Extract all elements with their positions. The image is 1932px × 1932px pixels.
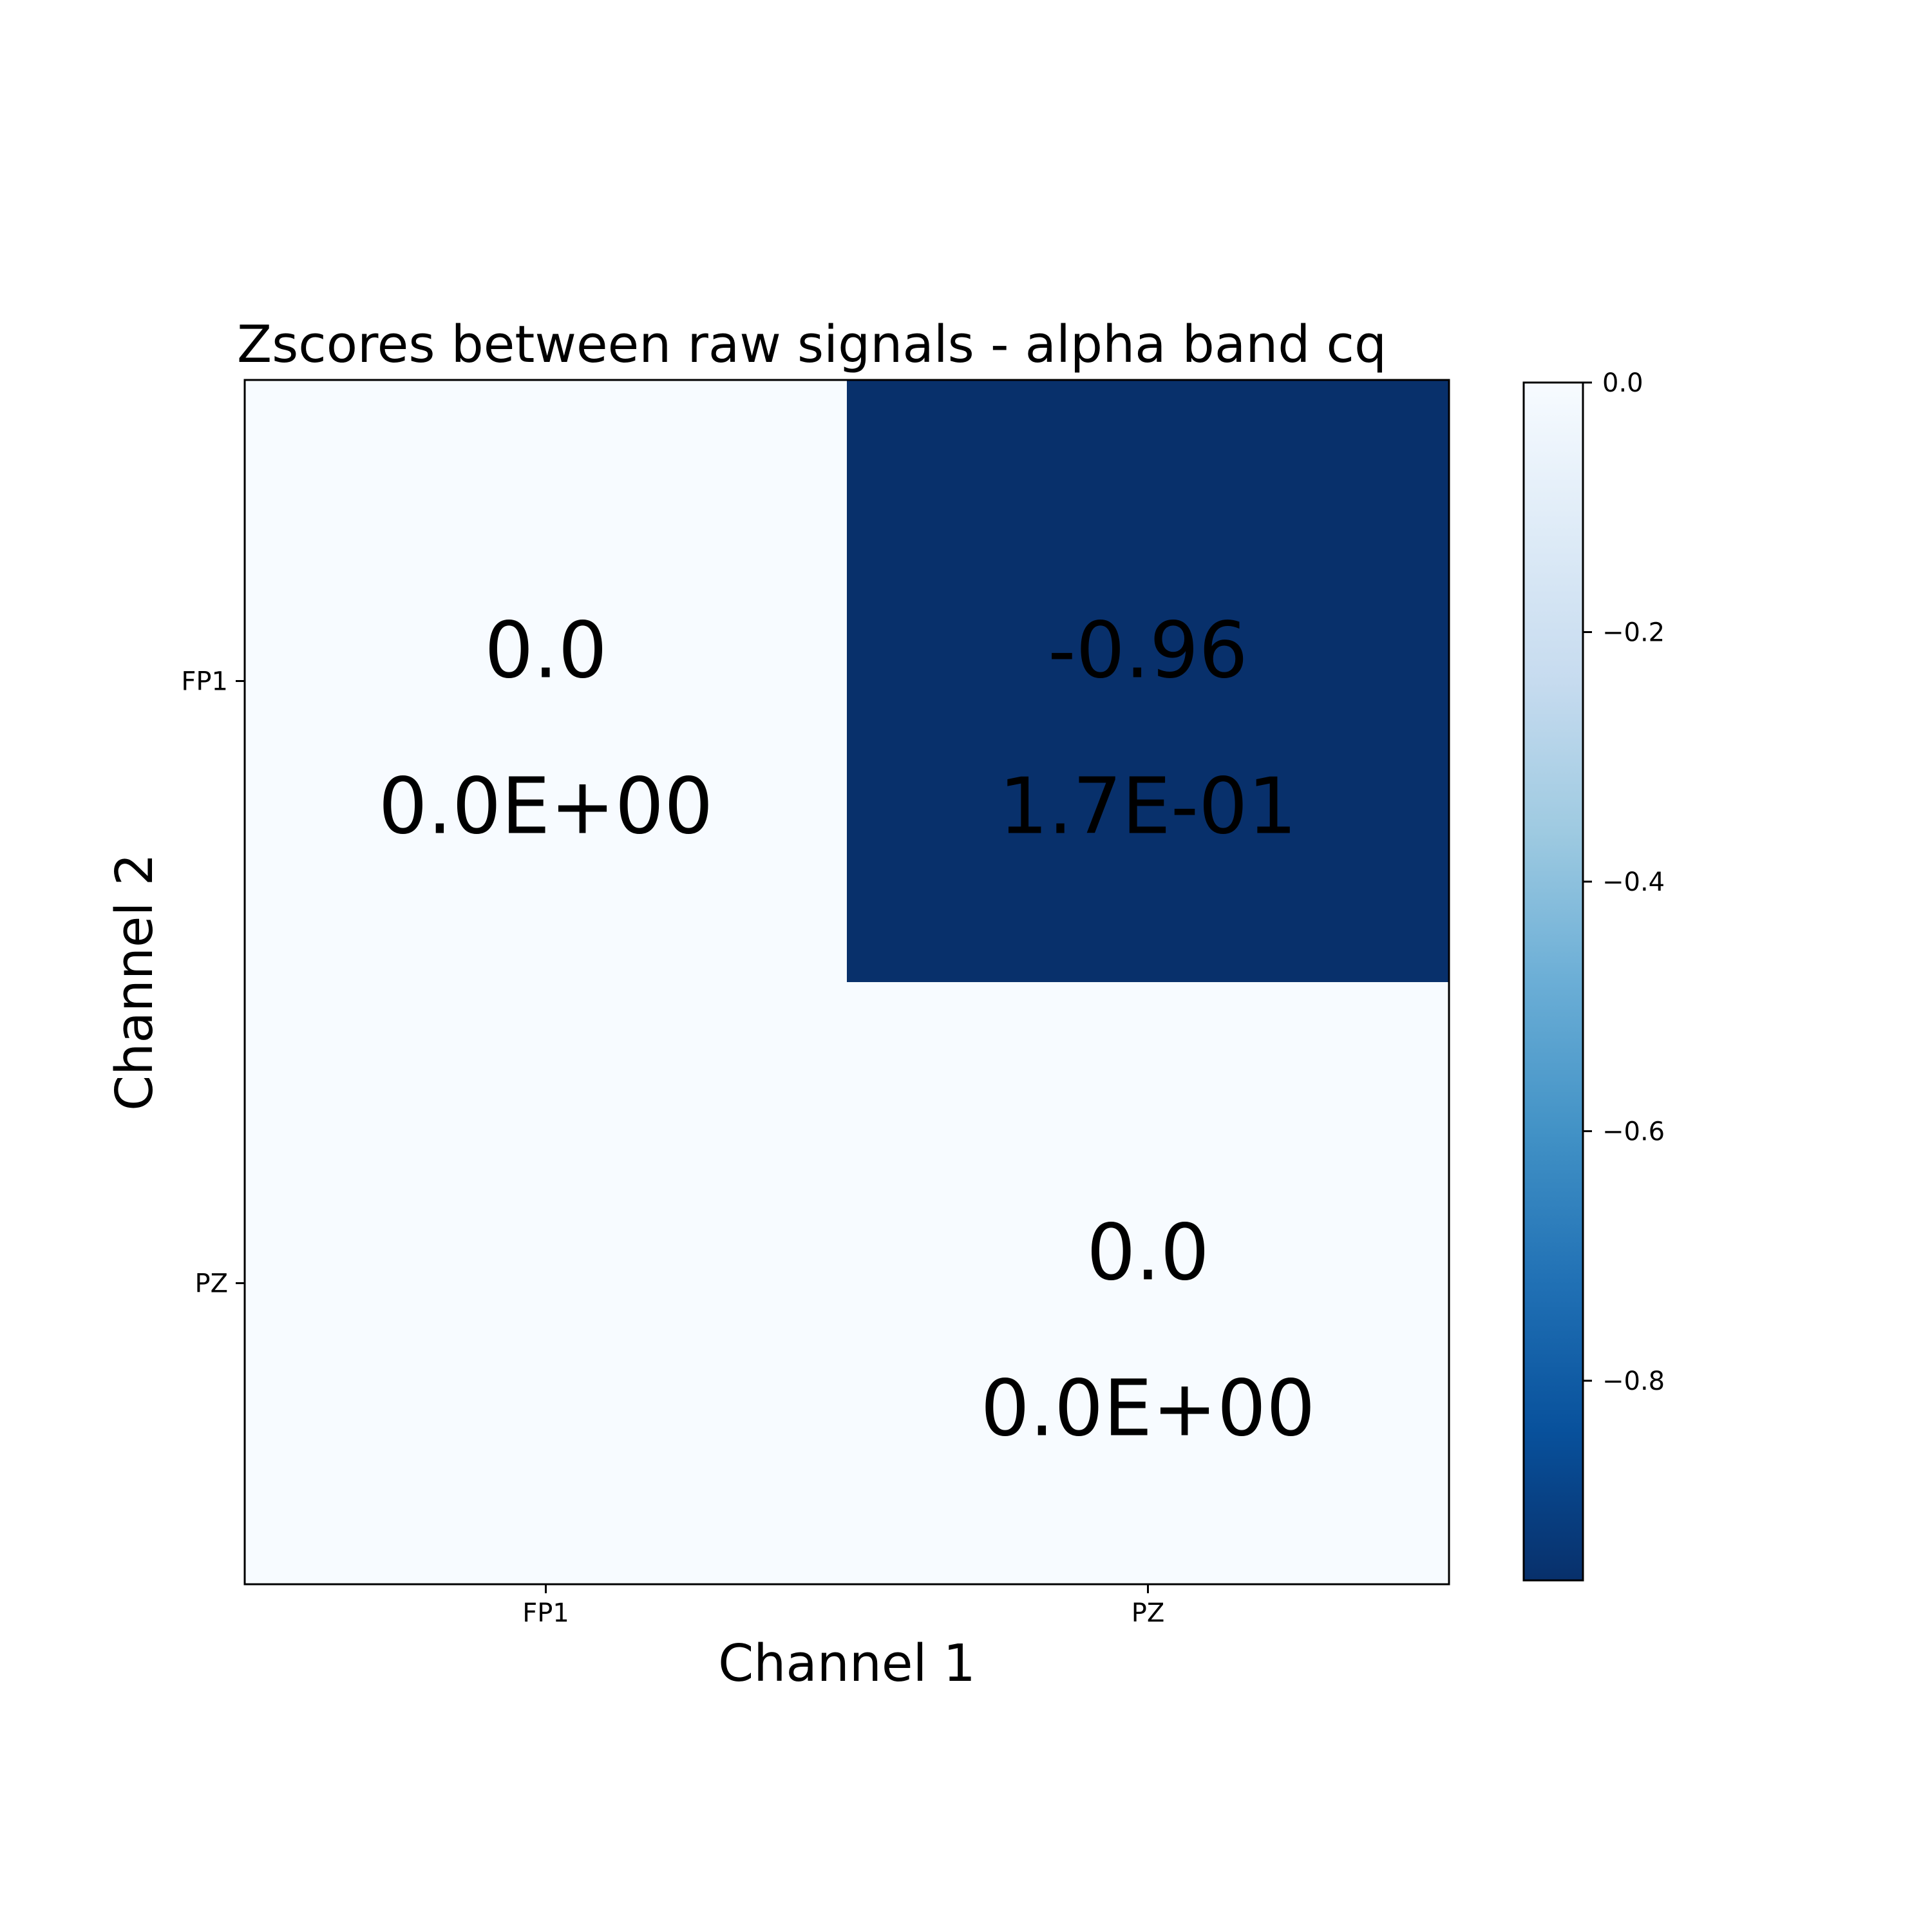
x-tick-label: PZ: [1132, 1598, 1165, 1628]
y-tick-label: FP1: [181, 667, 228, 697]
cell-pvalue-label: 0.0E+00: [981, 1365, 1316, 1454]
colorbar: 0.0 −0.2 −0.4 −0.6 −0.8: [1522, 368, 1665, 1582]
cell-value-label: -0.96: [1048, 607, 1248, 696]
colorbar-tick-label: −0.8: [1602, 1367, 1665, 1396]
colorbar-gradient: [1524, 383, 1583, 1580]
heatmap-cells: [245, 380, 1449, 1584]
cell-value-label: 0.0: [1086, 1209, 1209, 1298]
cell-value-label: 0.0: [484, 607, 607, 696]
y-axis-label: Channel 2: [105, 853, 164, 1111]
colorbar-ticks: 0.0 −0.2 −0.4 −0.6 −0.8: [1583, 368, 1665, 1396]
colorbar-tick-label: −0.2: [1602, 618, 1665, 648]
heatmap-cell: [847, 982, 1449, 1584]
cell-pvalue-label: 1.7E-01: [999, 762, 1297, 852]
x-axis-label: Channel 1: [718, 1634, 976, 1693]
colorbar-tick-label: −0.6: [1602, 1117, 1665, 1147]
y-tick-label: PZ: [194, 1269, 228, 1299]
heatmap-cell: [245, 982, 847, 1584]
heatmap-cell: [245, 380, 847, 982]
x-tick-label: FP1: [522, 1598, 569, 1628]
colorbar-tick-label: 0.0: [1602, 368, 1643, 398]
plot-frame: [243, 379, 1450, 1586]
x-axis-ticks: FP1 PZ: [522, 1584, 1164, 1628]
y-axis-ticks: FP1 PZ: [181, 667, 245, 1299]
colorbar-frame: [1522, 381, 1584, 1582]
heatmap-cell: [847, 380, 1449, 982]
heatmap-cell-labels: 0.0 0.0E+00 -0.96 1.7E-01 0.0 0.0E+00: [379, 607, 1316, 1454]
cell-pvalue-label: 0.0E+00: [379, 762, 714, 852]
chart-title: Zscores between raw signals - alpha band…: [237, 315, 1387, 374]
colorbar-tick-label: −0.4: [1602, 867, 1665, 897]
